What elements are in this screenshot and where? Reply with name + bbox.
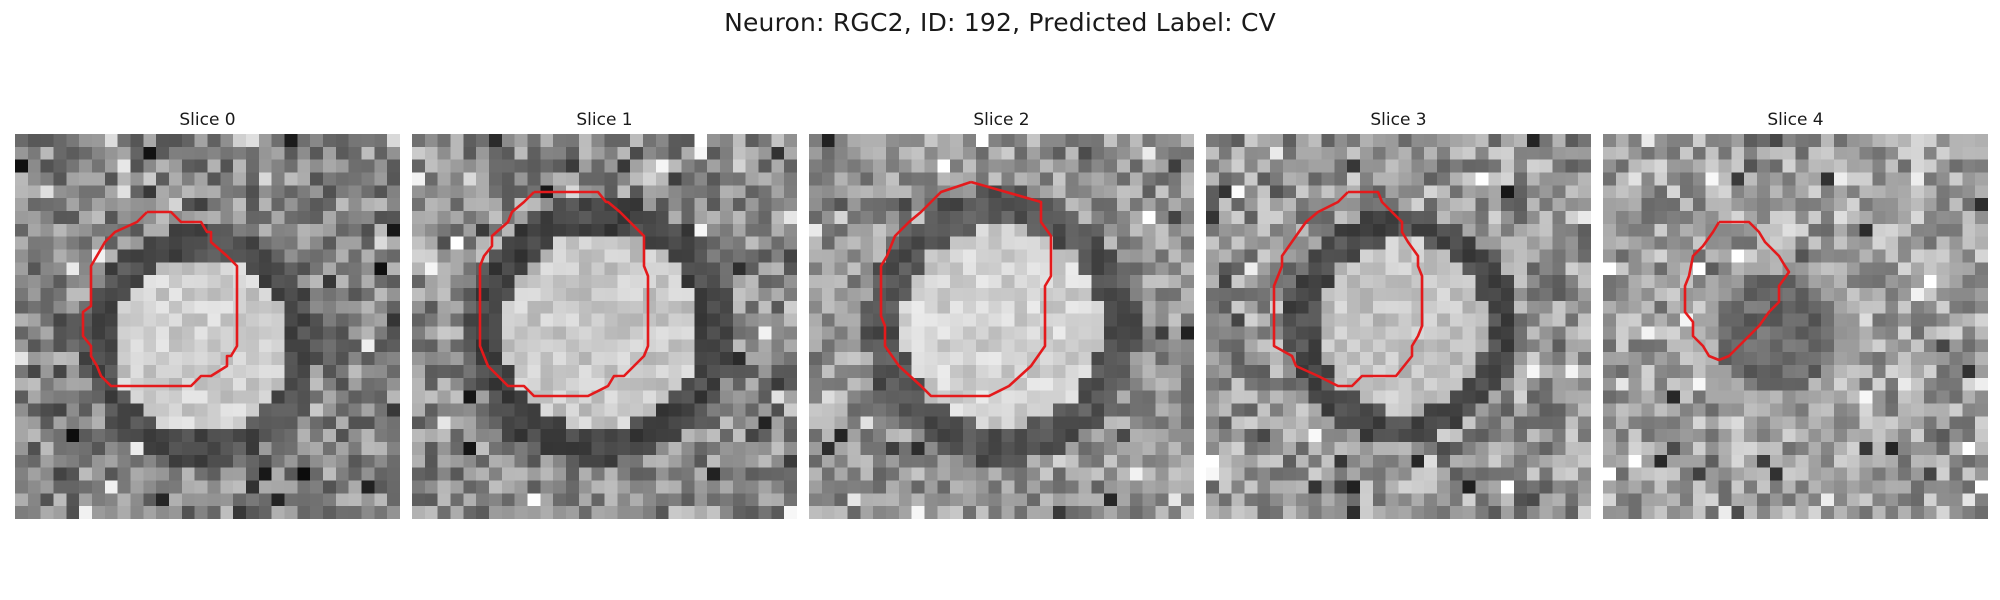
slice-title-0: Slice 0 (179, 110, 236, 130)
slice-grayscale-0 (15, 134, 400, 519)
slice-grayscale-4 (1603, 134, 1988, 519)
cell-contour-1 (478, 190, 650, 398)
slice-overlay-2 (879, 180, 1053, 398)
slice-title-3: Slice 3 (1370, 110, 1427, 130)
slice-image-3 (1206, 134, 1591, 519)
slice-grayscale-2 (809, 134, 1194, 519)
slice-title-1: Slice 1 (576, 110, 633, 130)
cell-contour-0 (81, 210, 239, 388)
slice-image-4 (1603, 134, 1988, 519)
slice-overlay-4 (1683, 220, 1791, 362)
slice-image-0 (15, 134, 400, 519)
cell-contour-4 (1683, 220, 1791, 362)
slice-title-2: Slice 2 (973, 110, 1030, 130)
slice-overlay-1 (478, 190, 650, 398)
slice-image-2 (809, 134, 1194, 519)
slice-image-1 (412, 134, 797, 519)
slice-title-4: Slice 4 (1767, 110, 1824, 130)
slice-grayscale-3 (1206, 134, 1591, 519)
figure-title: Neuron: RGC2, ID: 192, Predicted Label: … (724, 8, 1276, 37)
cell-contour-3 (1272, 190, 1424, 388)
slice-overlay-3 (1272, 190, 1424, 388)
cell-contour-2 (879, 180, 1053, 398)
slice-overlay-0 (81, 210, 239, 388)
